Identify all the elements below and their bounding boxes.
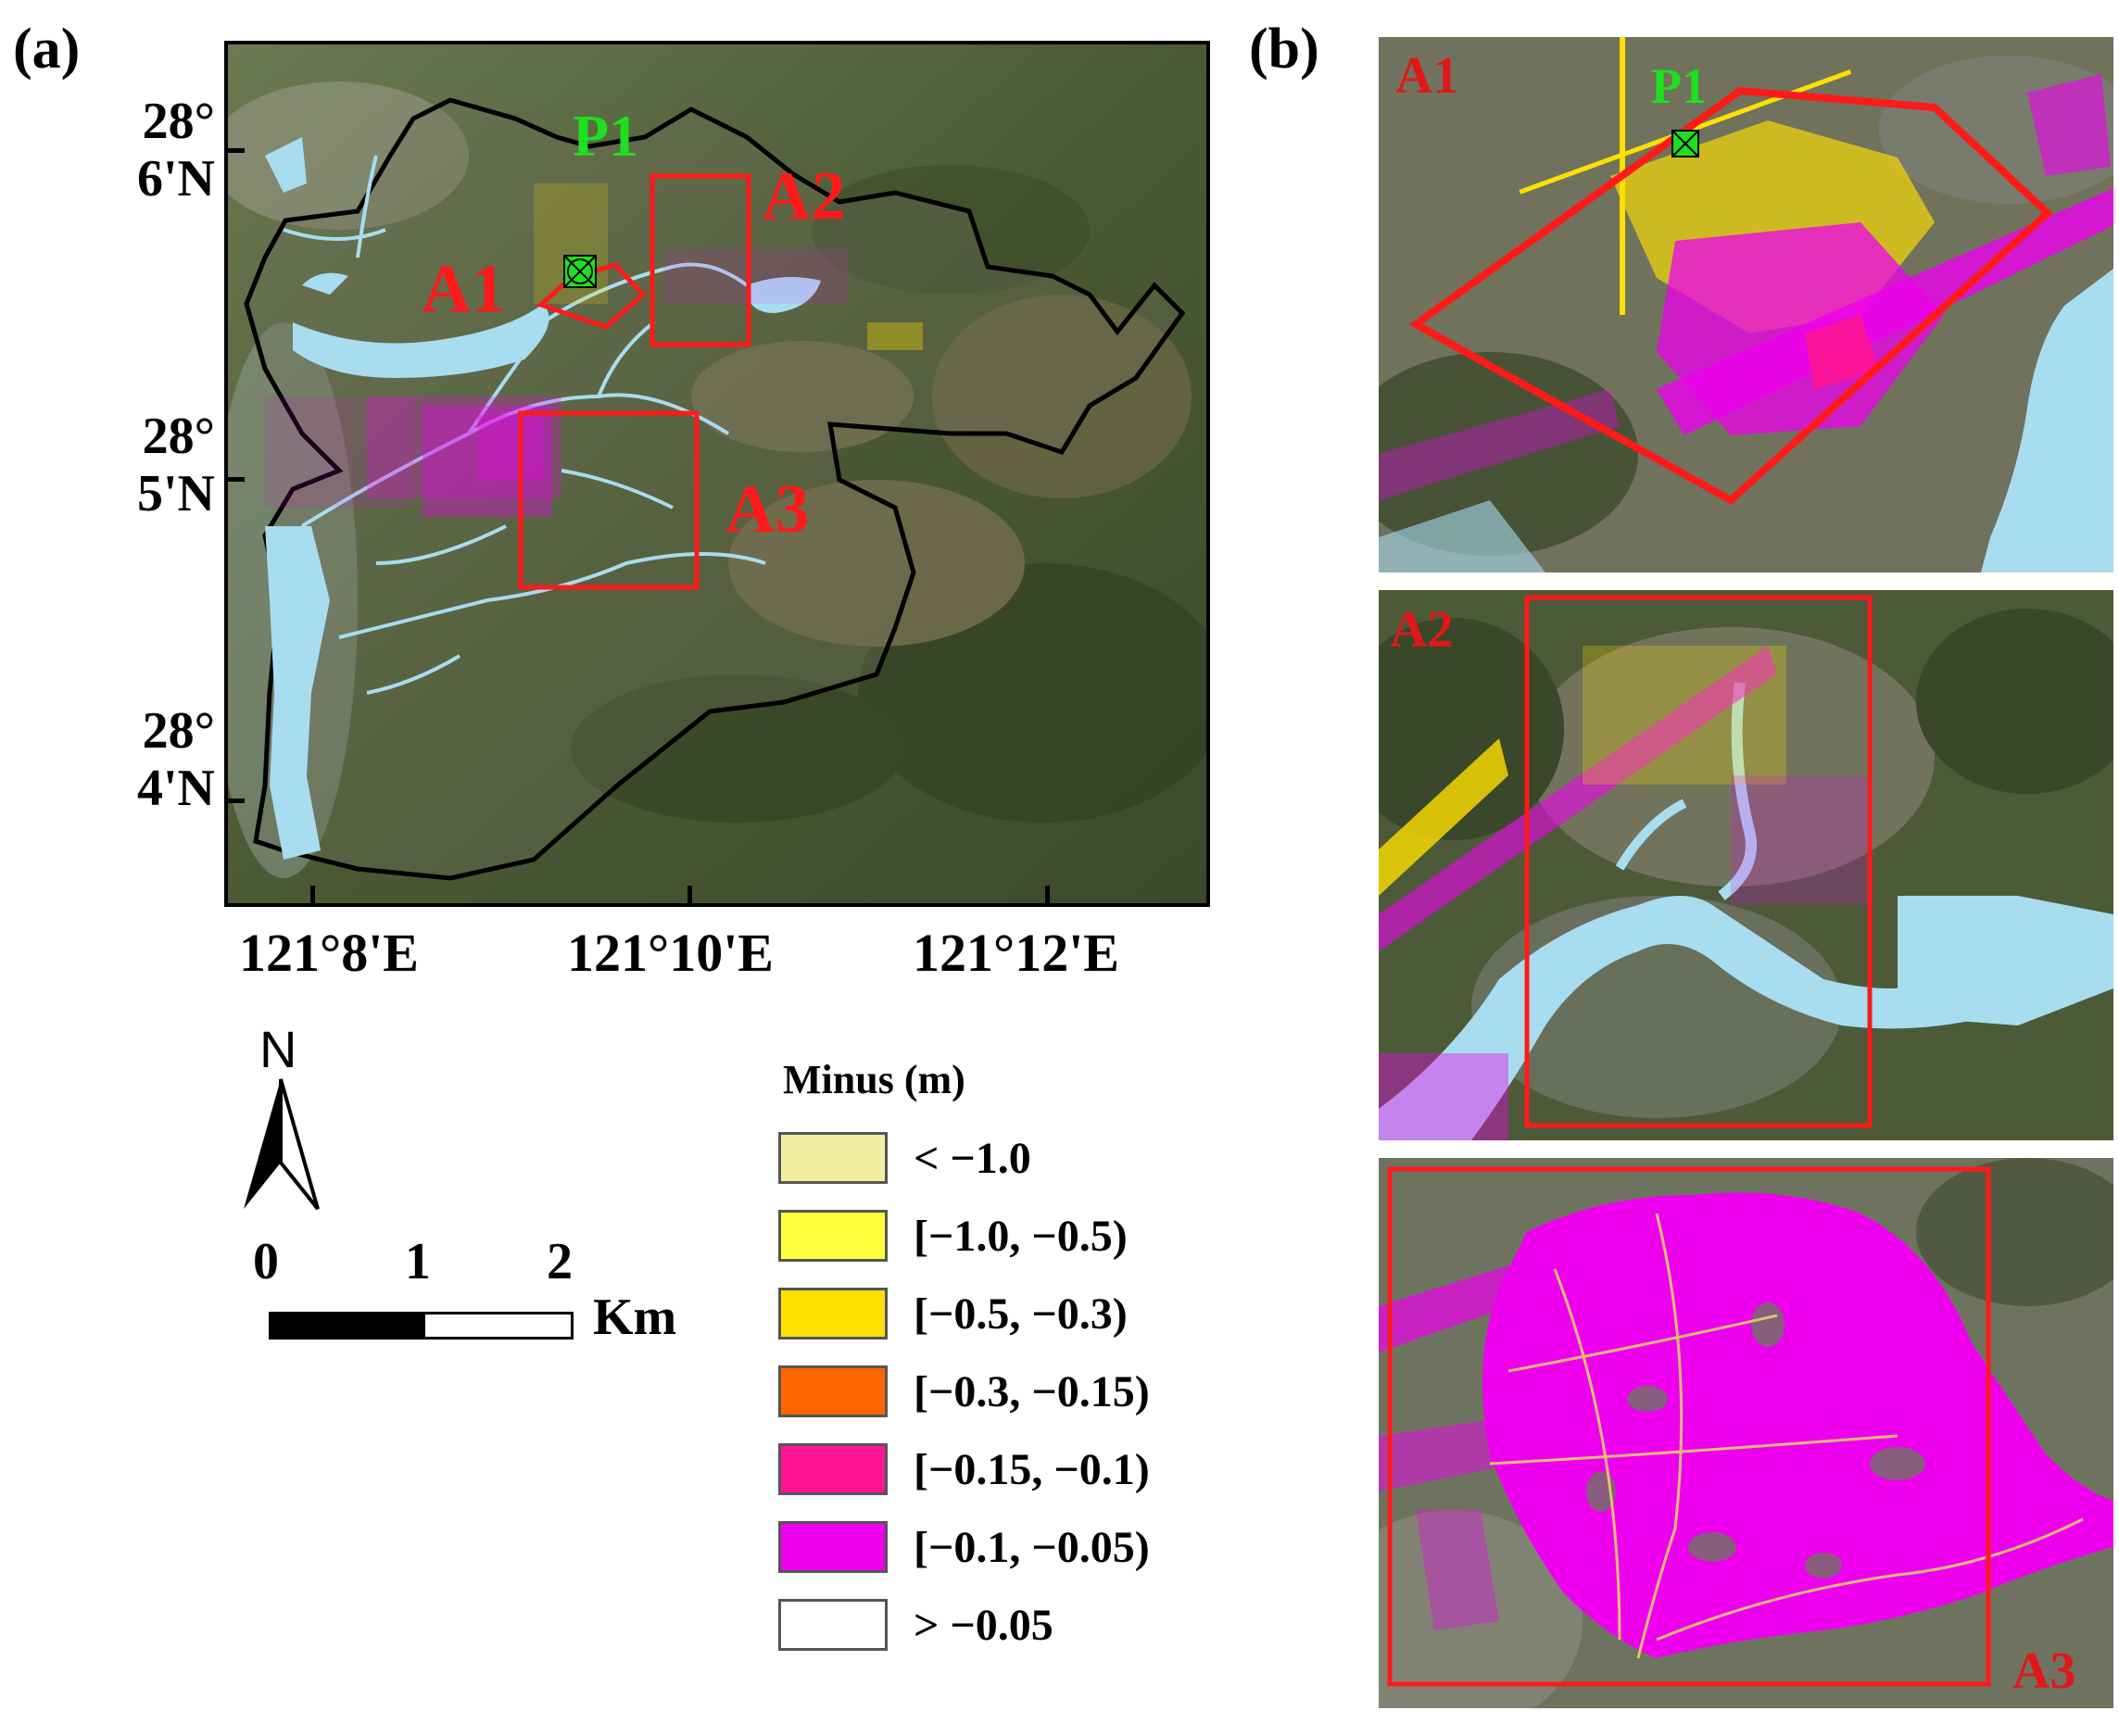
legend-item: [−1.0, −0.5) — [778, 1208, 1128, 1264]
legend-item: > −0.05 — [778, 1597, 1053, 1653]
lat-tick-1: 28° 6'N — [137, 93, 215, 208]
main-a2-label: A2 — [762, 158, 846, 234]
legend-swatch — [778, 1288, 888, 1340]
main-a1-label: A1 — [422, 251, 506, 327]
legend-item: [−0.1, −0.05) — [778, 1519, 1150, 1575]
scale-tick-2: 2 — [547, 1233, 573, 1290]
legend-label: [−0.5, −0.3) — [914, 1289, 1128, 1339]
legend-label: [−0.15, −0.1) — [914, 1444, 1150, 1494]
change-pixels — [265, 183, 923, 517]
legend-item: < −1.0 — [778, 1130, 1031, 1186]
water-bodies — [265, 137, 821, 860]
lon-tick-mark-2 — [687, 886, 692, 906]
main-map-frame — [224, 41, 1210, 907]
north-arrow-icon — [244, 1078, 320, 1211]
legend-swatch — [778, 1443, 888, 1495]
inset-a2-change — [1379, 646, 1870, 1140]
scale-tick-0: 0 — [253, 1233, 279, 1290]
legend-item: [−0.3, −0.15) — [778, 1364, 1150, 1419]
lat-tick-mark-1 — [224, 148, 245, 153]
p1-marker-icon[interactable] — [563, 255, 597, 288]
inset-a3 — [1379, 1158, 2113, 1708]
lon-tick-3: 121°12'E — [913, 923, 1119, 983]
legend-label: [−0.3, −0.15) — [914, 1366, 1150, 1416]
inset-a2 — [1379, 590, 2113, 1140]
area-a3-box[interactable] — [518, 410, 700, 590]
inset-p1-label: P1 — [1651, 58, 1707, 114]
inset-a2-svg — [1379, 590, 2113, 1140]
scale-bar-black — [269, 1312, 423, 1340]
lat-tick-mark-3 — [224, 799, 245, 803]
legend-item: [−0.15, −0.1) — [778, 1441, 1150, 1497]
north-label: N — [259, 1020, 297, 1078]
inset-a2-label: A2 — [1390, 601, 1454, 659]
streams — [283, 155, 766, 695]
legend-label: [−1.0, −0.5) — [914, 1211, 1128, 1261]
lon-tick-mark-1 — [310, 886, 315, 906]
inset-a3-svg — [1379, 1158, 2113, 1708]
scale-unit: Km — [593, 1289, 677, 1346]
legend-swatch — [778, 1132, 888, 1184]
inset-a3-box[interactable] — [1387, 1166, 1991, 1687]
legend-item: [−0.5, −0.3) — [778, 1286, 1128, 1341]
panel-b-label: (b) — [1249, 18, 1319, 81]
scale-bar-white — [423, 1312, 574, 1340]
main-a3-label: A3 — [725, 472, 810, 547]
legend-swatch — [778, 1210, 888, 1262]
scale-tick-1: 1 — [405, 1233, 431, 1290]
inset-p1-marker-icon[interactable] — [1671, 130, 1699, 157]
legend-swatch — [778, 1365, 888, 1417]
lon-tick-1: 121°8'E — [239, 923, 419, 983]
area-a2-box[interactable] — [650, 173, 751, 347]
lat-tick-mark-2 — [224, 477, 245, 482]
lon-tick-mark-3 — [1045, 886, 1050, 906]
inset-a1-change — [1379, 37, 2113, 500]
inset-a1-label: A1 — [1395, 47, 1459, 105]
legend-label: < −1.0 — [914, 1133, 1031, 1183]
legend-swatch — [778, 1521, 888, 1573]
inset-a3-change — [1379, 1192, 2113, 1659]
inset-a1 — [1379, 37, 2113, 572]
inset-a2-box[interactable] — [1524, 595, 1873, 1128]
panel-a-label: (a) — [13, 18, 81, 81]
legend-label: > −0.05 — [914, 1600, 1053, 1650]
legend-swatch — [778, 1599, 888, 1651]
main-map-svg — [228, 44, 1206, 903]
legend-title: Minus (m) — [783, 1057, 965, 1102]
inset-a1-svg — [1379, 37, 2113, 572]
lat-tick-3: 28° 4'N — [137, 702, 215, 817]
lat-tick-2: 28° 5'N — [137, 408, 215, 522]
legend-label: [−0.1, −0.05) — [914, 1522, 1150, 1572]
main-p1-label: P1 — [573, 103, 639, 169]
legend: Minus (m) < −1.0 [−1.0, −0.5) [−0.5, −0.3)… — [778, 1056, 1242, 1677]
inset-a3-label: A3 — [2012, 1642, 2076, 1700]
lon-tick-2: 121°10'E — [567, 923, 774, 983]
